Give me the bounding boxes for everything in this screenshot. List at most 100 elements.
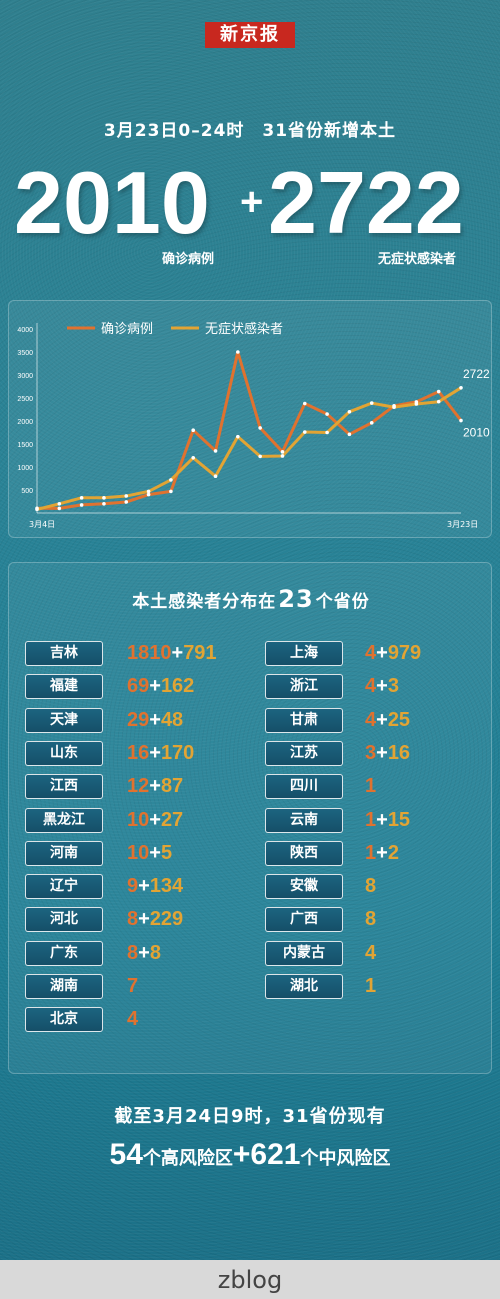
series-0-point xyxy=(191,428,196,432)
province-name-box: 云南 xyxy=(265,807,343,833)
province-plus-sign: + xyxy=(376,642,388,664)
legend-label-1: 无症状感染者 xyxy=(205,321,283,337)
province-confirmed-count: 10 xyxy=(127,841,150,864)
series-0-point xyxy=(213,449,218,453)
province-asymptomatic-count: 27 xyxy=(160,808,184,831)
x-tick-label-start: 3月4日 xyxy=(29,520,55,529)
series-1-point xyxy=(369,401,374,405)
series-1-point xyxy=(124,494,129,498)
province-name-box: 四川 xyxy=(265,774,343,800)
province-count: 8 xyxy=(365,907,376,932)
asymptomatic-total: 2722 xyxy=(268,153,464,252)
province-distribution-panel: 本土感染者分布在23 个省份 吉林 1810+791 福建 69+162 天津 29+48 山… xyxy=(8,562,492,1074)
province-plus-sign: + xyxy=(149,808,161,831)
province-asymptomatic-count: 15 xyxy=(387,808,411,831)
high-risk-label: 个高风险区 xyxy=(142,1148,233,1169)
province-confirmed-count: 1810 xyxy=(127,642,172,664)
series-0-point xyxy=(124,500,129,504)
province-plus-sign: + xyxy=(171,642,184,664)
confirmed-total: 2010 xyxy=(14,153,210,252)
province-plus-sign: + xyxy=(149,741,161,764)
series-1-point xyxy=(258,454,262,459)
y-tick-label: 2500 xyxy=(17,396,33,403)
province-asymptomatic-count: 134 xyxy=(149,875,184,898)
risk-area-caption: 截至3月24日9时，31省份现有 xyxy=(114,1106,386,1127)
province-name-box: 浙江 xyxy=(265,674,343,700)
province-plus-sign: + xyxy=(149,775,161,798)
province-confirmed-count: 4 xyxy=(365,642,377,664)
series-line-1 xyxy=(36,386,462,511)
brand-logo: 新京报 xyxy=(205,22,295,48)
province-count: 29+48 xyxy=(127,708,183,733)
province-plus-sign: + xyxy=(149,841,161,864)
province-name-box: 湖南 xyxy=(25,974,103,999)
province-count: 4+3 xyxy=(365,674,399,699)
province-plus-sign: + xyxy=(376,675,388,698)
series-0-point xyxy=(302,401,307,406)
province-confirmed-count: 16 xyxy=(127,741,150,764)
province-confirmed-count: 10 xyxy=(127,808,150,831)
series-1-point xyxy=(459,385,463,390)
trend-chart-panel: 500 1000 1500 2000 2500 3000 3500 4000 3月4日 3月23日… xyxy=(8,300,492,538)
series-1-point xyxy=(414,402,419,406)
series-0-point xyxy=(57,506,62,511)
province-count: 4 xyxy=(127,1007,138,1032)
province-asymptomatic-count: 3 xyxy=(387,675,399,698)
province-confirmed-count: 1 xyxy=(365,841,377,864)
series-0-point xyxy=(459,418,463,423)
province-confirmed-count: 4 xyxy=(365,675,377,698)
trend-chart: 500 1000 1500 2000 2500 3000 3500 4000 3月4日 3月23日… xyxy=(17,321,490,529)
province-count: 10+27 xyxy=(127,808,183,833)
risk-area-summary: 54个高风险区+621个中风险区 xyxy=(0,1138,500,1172)
series-line-0 xyxy=(36,350,463,510)
province-plus-sign: + xyxy=(138,875,150,898)
series-0-point xyxy=(325,412,329,416)
province-name-box: 天津 xyxy=(25,707,103,733)
risk-plus-sign: + xyxy=(232,1138,251,1171)
distribution-title: 本土感染者分布在23 个省份 xyxy=(9,585,493,613)
province-asymptomatic-count: 162 xyxy=(160,675,195,698)
province-name-box: 安徽 xyxy=(265,874,343,900)
distribution-province-count: 23 xyxy=(278,585,314,613)
series-1-point xyxy=(392,405,396,409)
province-confirmed-count: 1 xyxy=(365,808,377,831)
series-1-point xyxy=(191,456,196,460)
series-1-point xyxy=(436,399,441,404)
series-0-point xyxy=(169,489,173,494)
province-count: 3+16 xyxy=(365,741,410,766)
province-plus-sign: + xyxy=(376,841,388,864)
province-confirmed-count: 8 xyxy=(127,908,139,931)
province-plus-sign: + xyxy=(376,708,388,731)
series-1-point xyxy=(102,496,106,500)
province-name-box: 湖北 xyxy=(265,974,343,999)
y-tick-label: 2000 xyxy=(17,419,33,426)
series-0-point xyxy=(258,426,262,430)
province-count: 10+5 xyxy=(127,841,172,866)
province-plus-sign: + xyxy=(149,708,161,731)
province-count: 12+87 xyxy=(127,774,183,799)
province-confirmed-count: 3 xyxy=(365,741,377,764)
province-asymptomatic-count: 979 xyxy=(387,642,422,664)
province-name-box: 辽宁 xyxy=(25,874,103,900)
series-end-label-1: 2722 xyxy=(463,367,490,381)
province-count: 1+15 xyxy=(365,808,410,833)
province-asymptomatic-count: 229 xyxy=(149,908,184,931)
province-count: 16+170 xyxy=(127,741,194,766)
headline: 3月23日0–24时 31省份新增本土 xyxy=(103,121,397,141)
asymptomatic-total-label: 无症状感染者 xyxy=(378,252,457,267)
mid-risk-count: 621 xyxy=(250,1138,301,1171)
province-asymptomatic-count: 5 xyxy=(160,841,173,864)
high-risk-count: 54 xyxy=(109,1138,143,1171)
province-name-box: 陕西 xyxy=(265,840,343,866)
province-asymptomatic-count: 16 xyxy=(387,741,411,764)
y-tick-label: 3500 xyxy=(17,350,33,357)
province-asymptomatic-count: 170 xyxy=(160,741,195,764)
province-name-box: 内蒙古 xyxy=(265,940,343,966)
province-count: 4 xyxy=(365,941,376,966)
province-asymptomatic-count: 8 xyxy=(365,875,377,898)
province-asymptomatic-count: 25 xyxy=(387,708,411,731)
province-confirmed-count: 7 xyxy=(127,975,139,997)
province-name-box: 河北 xyxy=(25,907,103,933)
series-1-point xyxy=(302,430,307,434)
province-asymptomatic-count: 4 xyxy=(365,941,377,964)
